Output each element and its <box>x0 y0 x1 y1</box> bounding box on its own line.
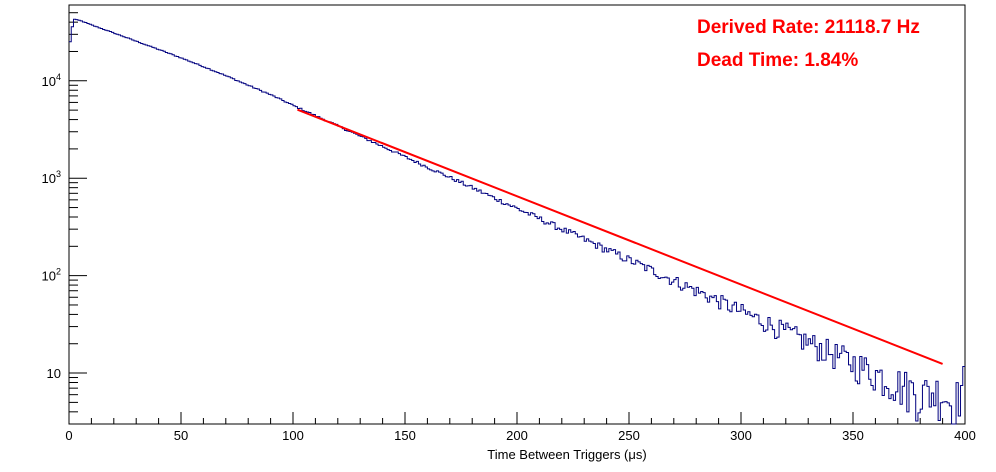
x-tick-label: 200 <box>506 428 528 443</box>
x-tick-label: 350 <box>842 428 864 443</box>
y-tick-label-base: 10 <box>47 366 61 381</box>
x-axis-tick-labels: 0 50 100 150 200 250 300 350 400 <box>65 428 975 443</box>
y-tick-label: 103 <box>42 169 61 186</box>
x-tick-label: 100 <box>282 428 304 443</box>
x-tick-label: 150 <box>394 428 416 443</box>
x-tick-label: 300 <box>730 428 752 443</box>
x-tick-label: 250 <box>618 428 640 443</box>
y-tick-label: 102 <box>42 267 61 284</box>
x-tick-label: 400 <box>954 428 976 443</box>
x-axis-title: Time Between Triggers (μs) <box>487 447 646 462</box>
y-tick-label-base: 10 <box>42 74 56 89</box>
y-tick-label-exponent: 4 <box>56 72 61 82</box>
derived-rate-annotation: Derived Rate: 21118.7 Hz <box>697 17 920 38</box>
fit-curve <box>297 108 943 365</box>
dead-time-annotation: Dead Time: 1.84% <box>697 50 858 71</box>
y-tick-label-exponent: 2 <box>56 267 61 277</box>
x-tick-label: 50 <box>174 428 188 443</box>
y-axis-major-ticks <box>69 80 87 374</box>
histogram-series <box>69 18 965 425</box>
y-tick-label: 104 <box>42 72 61 89</box>
x-axis-ticks <box>68 412 966 424</box>
y-tick-label-base: 10 <box>42 269 56 284</box>
y-tick-label-exponent: 3 <box>56 169 61 179</box>
y-tick-label: 10 <box>47 366 61 381</box>
x-tick-label: 0 <box>65 428 72 443</box>
y-tick-label-base: 10 <box>42 171 56 186</box>
